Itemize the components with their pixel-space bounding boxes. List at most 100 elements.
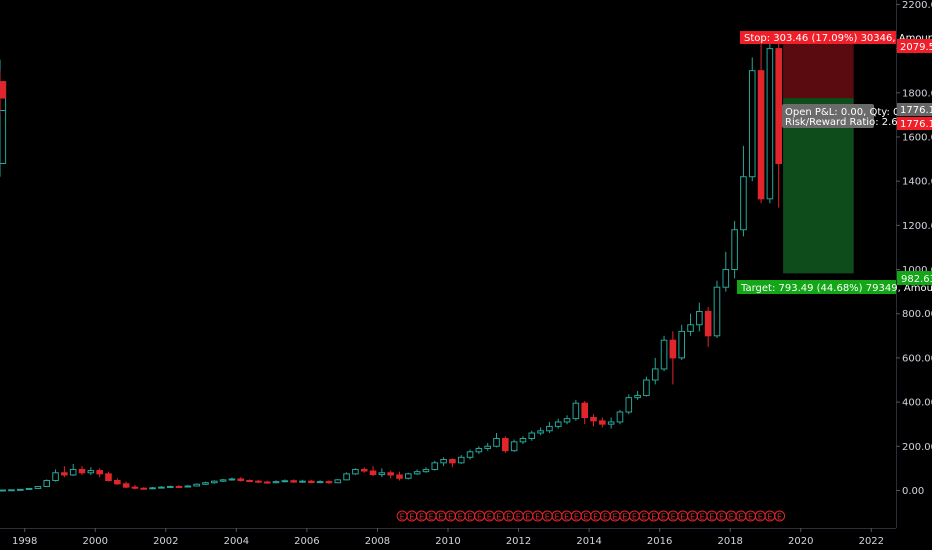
candle xyxy=(519,436,527,445)
earnings-marker-label: E xyxy=(448,513,453,522)
earnings-marker-label: E xyxy=(738,513,743,522)
candle xyxy=(78,466,86,475)
candle-body xyxy=(343,473,350,481)
x-tick-label: 2012 xyxy=(506,536,531,547)
candle xyxy=(704,307,712,347)
candle xyxy=(431,460,439,471)
candle xyxy=(140,487,148,490)
candle xyxy=(731,220,738,279)
x-tick-label: 2006 xyxy=(294,536,319,547)
candle-body xyxy=(502,438,509,452)
candle xyxy=(122,481,130,489)
candle xyxy=(96,468,103,478)
candle-body xyxy=(202,482,209,485)
pnl-label-text: Open P&L: 0.00, Qty: 0 xyxy=(785,107,899,118)
target-label-bg xyxy=(737,280,896,294)
x-tick-label: 2002 xyxy=(153,536,178,547)
candle-body xyxy=(572,402,580,420)
y-tick-label: 1800.00 xyxy=(902,88,932,99)
y-tick-label: 800.00 xyxy=(902,309,932,320)
earnings-marker-label: E xyxy=(767,513,772,522)
earnings-marker-label: E xyxy=(564,513,569,522)
candle xyxy=(290,479,297,483)
candle-body xyxy=(669,339,677,359)
risk-reward-text: Risk/Reward Ratio: 2.61 xyxy=(785,117,904,128)
stop-label-box[interactable]: Stop: 303.46 (17.09%) 30346, Amount: 1 xyxy=(740,31,932,44)
candle xyxy=(0,70,7,115)
candle xyxy=(8,489,15,492)
y-tick-label: 600.00 xyxy=(902,353,932,364)
candle-body xyxy=(775,48,783,164)
candle xyxy=(299,479,306,483)
candle xyxy=(554,418,562,429)
candle xyxy=(316,480,324,484)
earnings-marker-label: E xyxy=(545,513,550,522)
candle-body xyxy=(546,425,553,432)
position-zones[interactable] xyxy=(783,31,854,274)
candle-body xyxy=(0,109,7,164)
y-tick-label: 1400.00 xyxy=(902,177,932,188)
candle-body xyxy=(272,481,280,484)
x-tick-label: 2008 xyxy=(365,536,390,547)
candle xyxy=(599,417,606,428)
earnings-marker-label: E xyxy=(506,513,511,522)
candle-body xyxy=(140,487,148,490)
candle xyxy=(440,457,447,467)
target-label-text: Target: 793.49 (44.68%) 79349, Amount: xyxy=(740,283,932,294)
target-label-box[interactable]: Target: 793.49 (44.68%) 79349, Amount: xyxy=(737,280,932,294)
candle xyxy=(449,458,456,468)
candle xyxy=(87,467,95,475)
earnings-marker-label: E xyxy=(613,513,618,522)
candle-body xyxy=(616,411,624,423)
candle xyxy=(713,280,721,339)
candle xyxy=(696,302,703,332)
y-tick-label: 200.00 xyxy=(902,442,932,453)
candle-body xyxy=(731,229,738,271)
current-price-tag-bg xyxy=(897,103,932,116)
candle-body xyxy=(237,478,245,482)
candle xyxy=(360,467,368,473)
candle xyxy=(246,479,253,483)
candle-body xyxy=(704,310,712,337)
candle xyxy=(563,415,571,425)
candle-body xyxy=(687,324,694,332)
candle xyxy=(607,417,615,429)
stop-label-bg xyxy=(740,31,896,44)
candle-body xyxy=(493,438,500,447)
candle-body xyxy=(34,485,42,489)
candle xyxy=(255,479,262,484)
candle-body xyxy=(0,81,7,99)
candle xyxy=(422,467,430,473)
candle-body xyxy=(378,472,386,476)
candle-body xyxy=(105,473,112,482)
earnings-marker-label: E xyxy=(709,513,714,522)
pnl-label-box[interactable]: Open P&L: 0.00, Qty: 0 Risk/Reward Ratio… xyxy=(782,104,904,128)
candle xyxy=(581,400,588,425)
x-tick-label: 2004 xyxy=(224,536,249,547)
candle-body xyxy=(122,483,130,488)
candle xyxy=(493,433,500,448)
candle xyxy=(502,436,509,453)
candle-body xyxy=(510,441,518,452)
candle-body xyxy=(69,468,77,476)
candle xyxy=(166,485,174,488)
earnings-marker-label: E xyxy=(458,513,463,522)
current-price-tag: 1776.12 xyxy=(897,103,932,116)
earnings-marker-label: E xyxy=(574,513,579,522)
candle-body xyxy=(660,339,668,370)
earnings-marker-label: E xyxy=(729,513,734,522)
candle xyxy=(149,486,156,490)
candle xyxy=(34,485,42,489)
candle-body xyxy=(246,480,253,483)
candle-body xyxy=(8,489,15,492)
candle-body xyxy=(431,462,439,470)
x-axis-ticks: 1998 2000 2002 2004 2006 2008 2010 2012 2014 2016… xyxy=(12,528,884,547)
x-tick-label: 1998 xyxy=(12,536,37,547)
candle xyxy=(590,414,597,427)
candle-body xyxy=(722,269,730,288)
candle xyxy=(308,479,315,484)
candle-body xyxy=(643,379,650,396)
candle xyxy=(625,394,633,415)
